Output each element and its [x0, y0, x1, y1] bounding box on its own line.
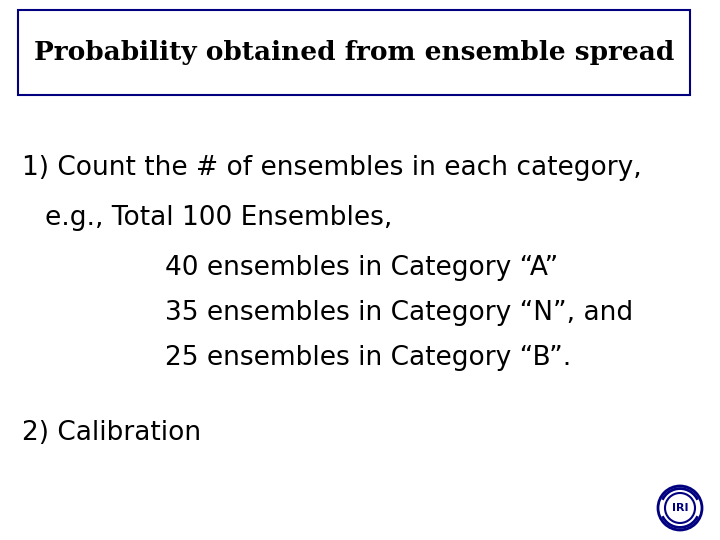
Circle shape — [658, 486, 702, 530]
Text: e.g., Total 100 Ensembles,: e.g., Total 100 Ensembles, — [45, 205, 392, 231]
Text: 35 ensembles in Category “N”, and: 35 ensembles in Category “N”, and — [165, 300, 633, 326]
Text: IRI: IRI — [672, 503, 688, 513]
Text: 40 ensembles in Category “A”: 40 ensembles in Category “A” — [165, 255, 558, 281]
Text: 1) Count the # of ensembles in each category,: 1) Count the # of ensembles in each cate… — [22, 155, 642, 181]
Text: 2) Calibration: 2) Calibration — [22, 420, 201, 446]
Circle shape — [665, 493, 695, 523]
FancyBboxPatch shape — [18, 10, 690, 95]
Text: 25 ensembles in Category “B”.: 25 ensembles in Category “B”. — [165, 345, 571, 371]
Text: Probability obtained from ensemble spread: Probability obtained from ensemble sprea… — [34, 40, 674, 65]
